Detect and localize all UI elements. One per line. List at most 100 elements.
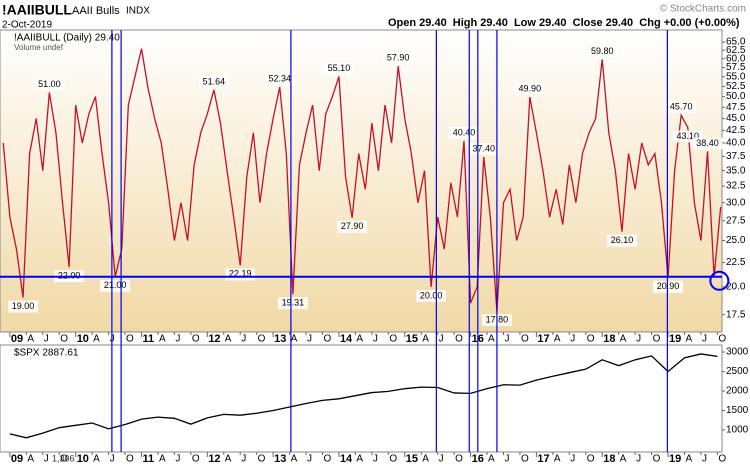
x-tick-label: J (44, 454, 49, 465)
x-tick-label: 18 (603, 333, 615, 345)
x-tick-label: 10 (77, 333, 89, 345)
x-tick-label: A (422, 334, 429, 345)
value-label-box (323, 62, 354, 75)
value-label: 22.19 (229, 269, 252, 279)
x-tick-label: A (620, 334, 627, 345)
x-tick-label: A (225, 334, 232, 345)
value-label-box (449, 126, 480, 139)
x-tick-label: 10 (77, 453, 89, 465)
value-label-box (653, 280, 684, 293)
y-tick-label: 17.5 (726, 309, 746, 320)
x-tick-label: J (241, 454, 246, 465)
x-tick-label: O (126, 454, 134, 465)
highlight-circle (709, 270, 730, 291)
x-tick-label: J (702, 454, 707, 465)
value-label: 19.31 (282, 298, 305, 308)
x-tick-label: J (702, 334, 707, 345)
x-tick-label: A (620, 454, 627, 465)
date: 2-Oct-2019 (2, 20, 52, 31)
y-tick-label: 50.0 (726, 91, 746, 102)
x-tick-label: A (422, 454, 429, 465)
x-tick-label: 09 (11, 453, 23, 465)
x-tick-label: J (175, 334, 180, 345)
value-label-box (34, 78, 65, 91)
x-tick-label: A (685, 334, 692, 345)
x-tick-label: A (685, 454, 692, 465)
x-tick-label: 17 (537, 333, 549, 345)
value-label: 27.90 (341, 221, 364, 231)
x-tick-label: J (110, 454, 115, 465)
value-label-box (198, 75, 229, 88)
x-tick-label: O (718, 454, 726, 465)
x-tick-label: O (455, 334, 463, 345)
volume-note: Volume undef (14, 43, 64, 52)
security-name: AAII Bulls (72, 5, 120, 17)
y-tick-label: 57.5 (726, 62, 746, 73)
x-tick-label: 13 (274, 453, 286, 465)
value-label: 21.00 (104, 280, 127, 290)
value-label: 26.10 (611, 235, 634, 245)
x-tick-label: O (455, 454, 463, 465)
y-tick-label: 42.5 (726, 125, 746, 136)
x-tick-label: O (126, 334, 134, 345)
y-tick-label: 3000 (726, 347, 749, 358)
x-tick-label: J (307, 454, 312, 465)
x-tick-label: A (356, 454, 363, 465)
y-tick-label: 20.0 (726, 282, 746, 293)
x-tick-label: J (373, 334, 378, 345)
value-label: 20.90 (657, 281, 680, 291)
x-tick-label: O (653, 454, 661, 465)
x-tick-label: O (258, 454, 266, 465)
x-tick-label: O (718, 334, 726, 345)
x-tick-label: J (175, 454, 180, 465)
y-tick-label: 1000 (726, 425, 749, 436)
value-label-box (337, 220, 368, 233)
x-tick-label: A (93, 454, 100, 465)
value-label: 57.90 (387, 53, 410, 63)
value-label: 43.10 (677, 131, 700, 141)
value-label-box (277, 297, 308, 310)
x-tick-label: J (373, 454, 378, 465)
min-label: 1,306 (52, 453, 75, 463)
x-tick-label: J (307, 334, 312, 345)
y-tick-label: 60.0 (726, 53, 746, 64)
value-label-box (587, 45, 618, 58)
x-tick-label: 16 (472, 453, 484, 465)
x-tick-label: 12 (208, 333, 220, 345)
value-label: 20.00 (420, 290, 443, 300)
x-tick-label: O (521, 334, 529, 345)
y-tick-label: 62.5 (726, 45, 746, 56)
plots: 17.5 20.0 22.5 25.0 27.5 30.0 32.5 35.0 37.5 40.0… (0, 29, 749, 465)
legend: !AAIIBULL (Daily) 29.40 (14, 33, 120, 44)
x-tick-label: J (504, 454, 509, 465)
x-tick-label: O (323, 454, 331, 465)
x-tick-label: O (587, 334, 595, 345)
y-tick-label: 2500 (726, 366, 749, 377)
x-tick-label: 14 (340, 453, 353, 465)
x-tick-label: 19 (669, 333, 681, 345)
x-tick-label: 11 (143, 453, 155, 465)
x-tick-label: O (258, 334, 266, 345)
value-label: 37.40 (472, 143, 495, 153)
value-label-box (100, 279, 131, 292)
x-tick-label: A (159, 334, 166, 345)
exchange: INDX (126, 6, 150, 17)
value-label: 59.80 (591, 46, 614, 56)
y-tick-label: 27.5 (726, 215, 746, 226)
value-label: 52.34 (268, 73, 291, 83)
x-tick-label: O (192, 334, 200, 345)
x-tick-label: 11 (143, 333, 155, 345)
x-tick-label: A (488, 334, 495, 345)
x-tick-label: 15 (406, 453, 418, 465)
x-tick-label: O (60, 334, 68, 345)
value-label-box (416, 289, 447, 302)
y-tick-label: 55.0 (726, 71, 746, 82)
value-label-box (264, 73, 295, 86)
credit: © StockCharts.com (660, 4, 746, 15)
value-label-box (606, 234, 637, 247)
x-tick-label: 14 (340, 333, 353, 345)
value-label: 22.00 (58, 271, 81, 281)
x-tick-label: J (636, 334, 641, 345)
x-tick-label: O (389, 454, 397, 465)
